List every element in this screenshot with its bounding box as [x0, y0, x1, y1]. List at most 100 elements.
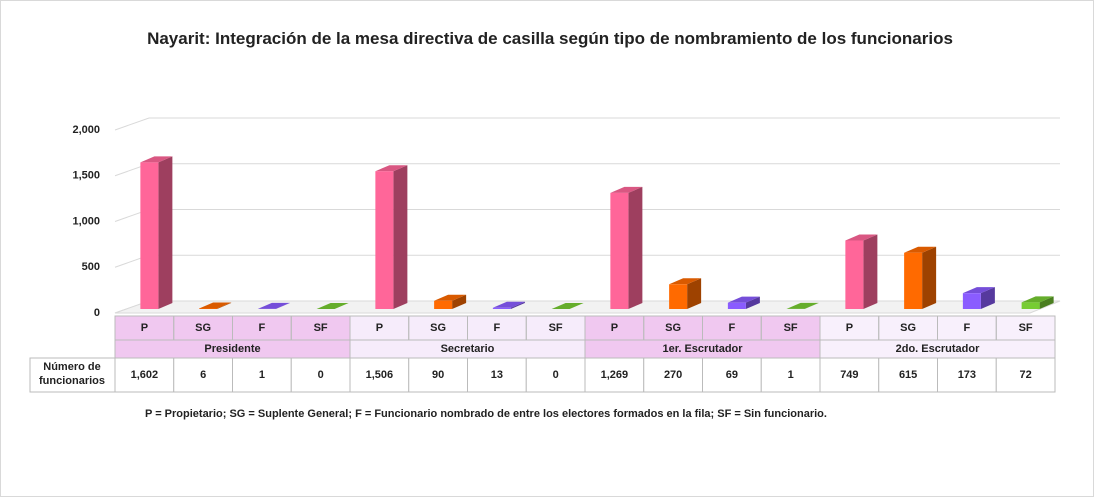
bar-side	[804, 302, 819, 309]
value-label: 615	[899, 369, 917, 381]
value-label: 13	[491, 369, 503, 381]
group-label: 2do. Escrutador	[896, 343, 980, 355]
bar-top	[669, 278, 702, 285]
series-label: SF	[314, 322, 328, 334]
bar-side	[687, 278, 702, 309]
series-label: F	[964, 322, 971, 334]
bar	[375, 171, 394, 309]
value-label: 1,506	[366, 369, 394, 381]
y-tick-label: 500	[82, 261, 100, 273]
bar-side	[393, 165, 408, 309]
bar-top	[904, 246, 937, 253]
bar	[904, 252, 923, 309]
bar	[199, 308, 218, 309]
series-label: SG	[195, 322, 211, 334]
table-value-cell	[349, 357, 410, 393]
footnote: P = Propietario; SG = Suplente General; …	[145, 408, 827, 420]
bar-top	[492, 301, 525, 308]
value-label: 90	[432, 369, 444, 381]
table-value-cell	[173, 357, 233, 393]
bar-side	[628, 186, 643, 309]
bar-top	[434, 294, 467, 301]
table-value-cell	[702, 357, 762, 393]
bar-side	[275, 302, 290, 309]
table-value-cell	[114, 357, 175, 393]
bar	[669, 284, 688, 309]
series-label: SG	[900, 322, 916, 334]
value-label: 1	[788, 369, 794, 381]
value-label: 749	[840, 369, 858, 381]
table-value-cell	[525, 357, 586, 393]
table-value-cell	[584, 357, 645, 393]
bar-top	[1021, 296, 1054, 303]
table-value-cell	[937, 357, 997, 393]
series-label: P	[141, 322, 148, 334]
value-label: 0	[553, 369, 559, 381]
table-header-cell	[995, 315, 1056, 341]
bar-top	[845, 234, 878, 241]
bar-top	[257, 302, 290, 309]
bar-side	[745, 296, 760, 309]
table-value-cell	[467, 357, 527, 393]
bar-top	[375, 165, 408, 172]
value-label: 0	[318, 369, 324, 381]
grid-line	[114, 117, 1060, 131]
value-label: 6	[200, 369, 206, 381]
value-label: 270	[664, 369, 682, 381]
bar-top	[316, 303, 349, 309]
bar	[1021, 302, 1040, 309]
row-label: Número de funcionarios	[38, 361, 105, 387]
bar-top	[199, 302, 232, 309]
table-value-cell	[408, 357, 468, 393]
value-label: 1,269	[601, 369, 629, 381]
value-label: 69	[726, 369, 738, 381]
y-tick-label: 0	[94, 307, 100, 319]
bar-side	[863, 234, 878, 309]
series-label: P	[846, 322, 853, 334]
bar-top	[551, 303, 584, 309]
table-value-cell	[878, 357, 938, 393]
value-label: 1	[259, 369, 265, 381]
y-tick-label: 1,500	[72, 170, 100, 182]
value-label: 173	[958, 369, 976, 381]
table-value-cell	[819, 357, 880, 393]
bar	[492, 307, 511, 309]
y-tick-label: 1,000	[72, 215, 100, 227]
series-label: SF	[549, 322, 563, 334]
series-label: F	[494, 322, 501, 334]
bar-top	[140, 156, 173, 163]
series-label: SF	[784, 322, 798, 334]
bar	[962, 293, 981, 309]
chart-title: Nayarit: Integración de la mesa directiv…	[147, 29, 953, 48]
value-label: 72	[1020, 369, 1032, 381]
bar-side	[922, 246, 937, 309]
bar-side	[1039, 296, 1054, 309]
bar-side	[158, 156, 173, 309]
bar	[140, 162, 159, 309]
series-label: F	[729, 322, 736, 334]
bar-top	[786, 302, 819, 309]
group-label: 1er. Escrutador	[662, 343, 743, 355]
bar-side	[217, 302, 232, 309]
series-label: P	[611, 322, 618, 334]
bar	[610, 192, 629, 309]
series-label: SG	[665, 322, 681, 334]
table-row-label-cell	[29, 357, 116, 393]
bar-side	[510, 301, 525, 309]
value-label: 1,602	[131, 369, 159, 381]
group-label: Secretario	[441, 343, 495, 355]
series-label: SG	[430, 322, 446, 334]
bar-top	[610, 186, 643, 193]
bar-side	[980, 287, 995, 309]
group-label: Presidente	[204, 343, 260, 355]
series-label: SF	[1019, 322, 1033, 334]
series-label: P	[376, 322, 383, 334]
bar-side	[452, 294, 467, 309]
floor	[114, 300, 1061, 314]
bar-top	[962, 287, 995, 294]
bar	[434, 300, 453, 309]
bar-top	[727, 296, 760, 303]
table-value-cell	[995, 357, 1056, 393]
